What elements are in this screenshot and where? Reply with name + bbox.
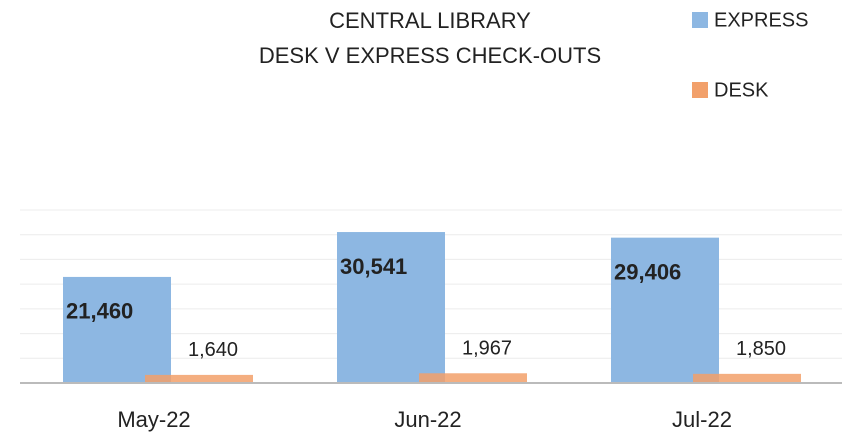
legend-label: DESK — [714, 79, 769, 101]
data-label: 30,541 — [340, 254, 407, 279]
legend-swatch — [692, 12, 708, 28]
legend-label: EXPRESS — [714, 9, 808, 31]
legend-swatch — [692, 82, 708, 98]
chart-subtitle: DESK V EXPRESS CHECK-OUTS — [259, 43, 601, 68]
bar — [337, 232, 445, 383]
chart-title: CENTRAL LIBRARY — [329, 8, 531, 33]
data-label: 1,850 — [736, 338, 786, 360]
bar — [63, 276, 171, 383]
bar — [145, 374, 253, 383]
bar — [611, 237, 719, 383]
x-tick-label: May-22 — [117, 407, 190, 432]
data-label: 21,460 — [66, 299, 133, 324]
data-label: 29,406 — [614, 259, 681, 284]
x-tick-label: Jul-22 — [672, 407, 732, 432]
bar — [419, 373, 527, 383]
bar — [693, 373, 801, 383]
x-tick-label: Jun-22 — [394, 407, 461, 432]
data-label: 1,640 — [188, 339, 238, 361]
data-label: 1,967 — [462, 338, 512, 360]
